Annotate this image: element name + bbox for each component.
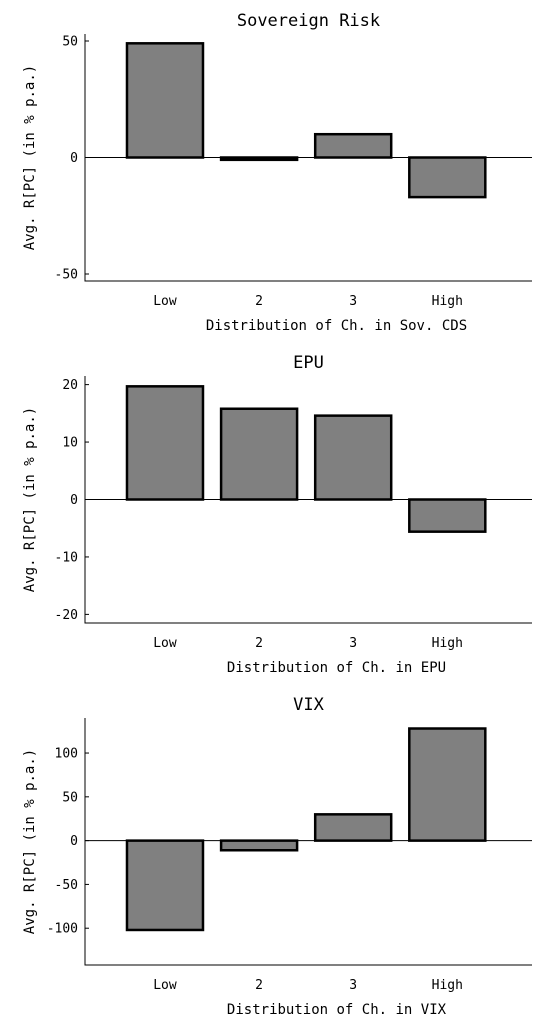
bar-low xyxy=(125,839,205,932)
x-tick-label: 2 xyxy=(255,636,263,651)
x-tick-label: 3 xyxy=(349,636,357,651)
vix-chart: VIX -100 -50 0 50 100 Avg. R[PC] (in % p.a.) Lo… xyxy=(22,695,532,1018)
axes-frame xyxy=(84,718,532,966)
chart-title: VIX xyxy=(293,695,324,715)
bar-2 xyxy=(219,407,299,501)
bar-high xyxy=(408,498,487,533)
y-axis-label: Avg. R[PC] (in % p.a.) xyxy=(22,65,38,250)
x-tick-label: 2 xyxy=(255,294,263,309)
x-tick-label: High xyxy=(432,978,463,993)
y-tick-label: -20 xyxy=(55,608,78,623)
x-tick-label: 2 xyxy=(255,978,263,993)
bar-high xyxy=(408,727,487,842)
x-tick-label: Low xyxy=(153,978,177,993)
bar-3 xyxy=(313,132,393,159)
y-tick-label: -100 xyxy=(47,922,78,937)
bar-high xyxy=(408,156,487,199)
y-tick-label: 100 xyxy=(55,747,78,762)
x-tick-label: 3 xyxy=(349,978,357,993)
y-axis-label: Avg. R[PC] (in % p.a.) xyxy=(22,407,38,592)
y-tick-label: 50 xyxy=(62,34,78,49)
bar-3 xyxy=(313,813,393,842)
x-tick-label: High xyxy=(432,636,463,651)
x-axis-label: Distribution of Ch. in VIX xyxy=(227,1002,447,1018)
bar-3 xyxy=(313,414,393,501)
bar-low xyxy=(125,42,205,159)
y-tick-label: 0 xyxy=(70,493,78,508)
chart-title: Sovereign Risk xyxy=(237,11,380,31)
chart-title: EPU xyxy=(293,353,324,373)
epu-chart: EPU -20 -10 0 10 20 Avg. R[PC] (in % p.a.) Low 2… xyxy=(22,353,532,676)
y-tick-label: 0 xyxy=(70,151,78,166)
axes-frame xyxy=(84,34,532,282)
bar-2 xyxy=(219,839,299,852)
y-axis-label: Avg. R[PC] (in % p.a.) xyxy=(22,749,38,934)
y-tick-label: 10 xyxy=(62,436,78,451)
axes-frame xyxy=(84,376,532,624)
x-tick-label: High xyxy=(432,294,463,309)
sovereign-risk-chart: Sovereign Risk -50 0 50 Avg. R[PC] (in % p.a… xyxy=(22,11,532,334)
x-axis-label: Distribution of Ch. in Sov. CDS xyxy=(206,318,467,334)
y-tick-label: 0 xyxy=(70,834,78,849)
x-tick-label: Low xyxy=(153,636,177,651)
bar-low xyxy=(125,385,205,501)
y-tick-label: 20 xyxy=(62,378,78,393)
x-tick-label: Low xyxy=(153,294,177,309)
y-tick-label: 50 xyxy=(62,790,78,805)
y-tick-label: -50 xyxy=(55,268,78,283)
x-tick-label: 3 xyxy=(349,294,357,309)
y-tick-label: -10 xyxy=(55,550,78,565)
y-tick-label: -50 xyxy=(55,878,78,893)
x-axis-label: Distribution of Ch. in EPU xyxy=(227,660,446,676)
